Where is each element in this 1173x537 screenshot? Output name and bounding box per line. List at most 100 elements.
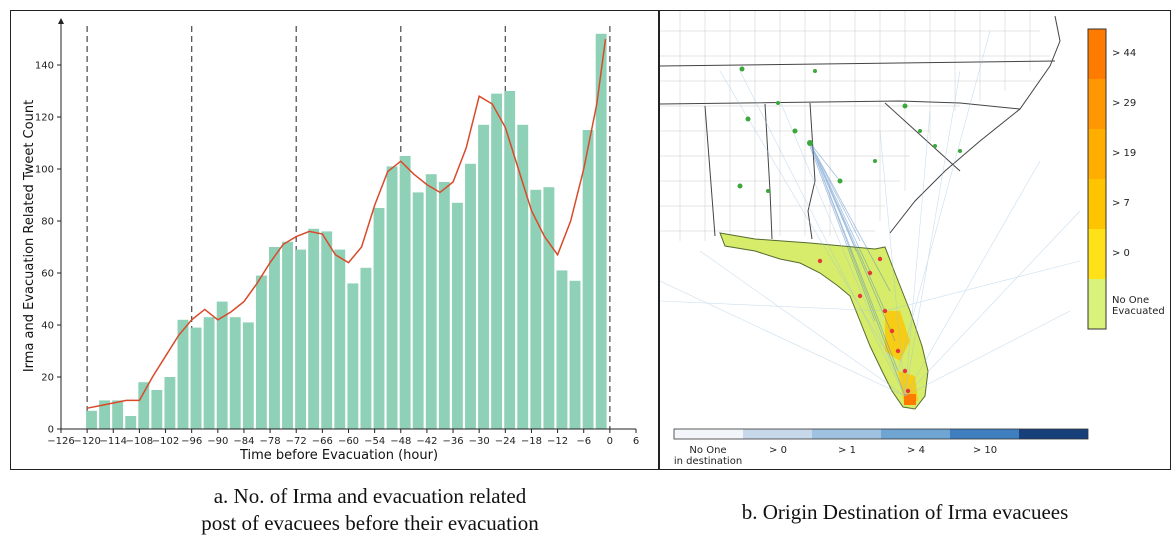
y-tick-label: 120 — [35, 113, 54, 124]
y-axis-arrow — [58, 18, 64, 24]
bar — [125, 416, 137, 429]
x-tick-label: −96 — [181, 436, 202, 447]
bar — [595, 33, 607, 430]
bar — [543, 187, 555, 429]
flow-legend-label: in destination — [674, 456, 742, 467]
x-tick-label: −42 — [416, 436, 437, 447]
colorbar-segment — [1088, 179, 1106, 229]
colorbar-label: > 0 — [1112, 248, 1130, 259]
x-tick-label: 0 — [607, 436, 613, 447]
x-tick-label: −108 — [126, 436, 153, 447]
x-tick-label: −90 — [207, 436, 228, 447]
x-tick-labels: −126−120−114−108−102 −96 −90 −84 −78 −72 −66 −6… — [47, 436, 639, 447]
figure-frame — [10, 10, 1171, 470]
x-tick-label: −36 — [442, 436, 463, 447]
flow-legend-segment — [812, 429, 881, 439]
flow-legend-segment — [743, 429, 812, 439]
bar — [569, 280, 581, 429]
y-tick-label: 80 — [41, 217, 54, 228]
flow-legend-label: No One — [689, 445, 726, 456]
bar — [556, 270, 568, 429]
bar — [177, 319, 189, 429]
bar — [269, 247, 280, 429]
bar — [216, 301, 228, 429]
bar — [582, 130, 594, 429]
bar — [425, 174, 437, 429]
colorbar-segment — [1088, 79, 1106, 129]
bar — [295, 249, 307, 429]
flow-legend-label: > 0 — [769, 445, 787, 456]
colorbar-label: > 44 — [1112, 48, 1136, 59]
bar — [438, 182, 450, 429]
colorbar-segment — [1088, 279, 1106, 329]
bar — [255, 275, 267, 429]
bar — [334, 249, 346, 429]
x-tick-label: −114 — [100, 436, 127, 447]
flow-legend-segment — [881, 429, 950, 439]
bar — [164, 377, 176, 429]
bar — [242, 322, 254, 429]
y-tick-label: 40 — [41, 321, 54, 332]
flow-legend-label: > 10 — [973, 445, 997, 456]
x-tick-label: −24 — [495, 436, 516, 447]
x-tick-label: 6 — [633, 436, 639, 447]
colorbar-label: > 19 — [1112, 148, 1136, 159]
x-tick-label: −84 — [233, 436, 254, 447]
x-tick-label: −30 — [469, 436, 490, 447]
flow-lines — [807, 140, 906, 397]
bar — [151, 390, 163, 429]
caption-panel-a: a. No. of Irma and evacuation related po… — [150, 483, 590, 537]
caption-a-line1: a. No. of Irma and evacuation related — [213, 484, 527, 508]
colorbar-border — [1087, 28, 1107, 330]
state-boundaries — [660, 15, 1061, 240]
x-tick-label: −72 — [286, 436, 307, 447]
bar — [190, 327, 202, 429]
colorbar-segment — [1088, 29, 1106, 79]
bar — [347, 283, 359, 429]
bar — [360, 267, 372, 429]
flow-lines-light — [660, 30, 1081, 397]
florida-shape — [719, 232, 929, 410]
evacuee-count-colorbar — [1087, 28, 1107, 330]
x-tick-label: −126 — [47, 436, 74, 447]
tweet-count-chart: −126−120−114−108−102 −96 −90 −84 −78 −72 −66 −6… — [22, 18, 639, 463]
x-axis-label: Time before Evacuation (hour) — [239, 448, 438, 463]
x-tick-label: −54 — [364, 436, 385, 447]
flow-legend-label: > 1 — [838, 445, 856, 456]
y-tick-labels: 0 20 40 60 80 100 120 140 — [35, 61, 54, 436]
bar — [112, 400, 124, 429]
trend-line — [86, 38, 607, 409]
x-tick-label: −18 — [521, 436, 542, 447]
x-tick-label: −60 — [338, 436, 359, 447]
bar — [465, 163, 476, 430]
flow-legend-segment — [950, 429, 1019, 439]
destination-dots — [737, 66, 962, 193]
y-tick-label: 100 — [35, 165, 54, 176]
chart-axes — [57, 18, 637, 433]
y-tick-label: 60 — [41, 269, 54, 280]
trend-line-path — [86, 38, 607, 409]
bar-series — [86, 33, 607, 430]
y-axis-label: Irma and Evacuation Related Tweet Count — [22, 100, 37, 372]
flow-legend-segment — [1019, 429, 1088, 439]
caption-panel-b: b. Origin Destination of Irma evacuees — [741, 500, 1069, 524]
x-tick-label: −120 — [73, 436, 100, 447]
bar — [203, 317, 215, 429]
bar — [282, 241, 293, 429]
caption-a-line2: post of evacuees before their evacuation — [201, 511, 539, 535]
bar — [491, 93, 503, 429]
y-tick-label: 140 — [35, 61, 54, 72]
x-tick-label: −66 — [312, 436, 333, 447]
miami-hotspot — [904, 394, 916, 405]
colorbar-label: > 7 — [1112, 198, 1130, 209]
x-tick-label: −48 — [390, 436, 411, 447]
x-tick-label: −78 — [260, 436, 281, 447]
bar — [478, 124, 489, 430]
panel-divider — [658, 10, 660, 470]
x-tick-label: −102 — [152, 436, 179, 447]
bar — [399, 156, 411, 429]
origin-dots — [817, 256, 911, 394]
